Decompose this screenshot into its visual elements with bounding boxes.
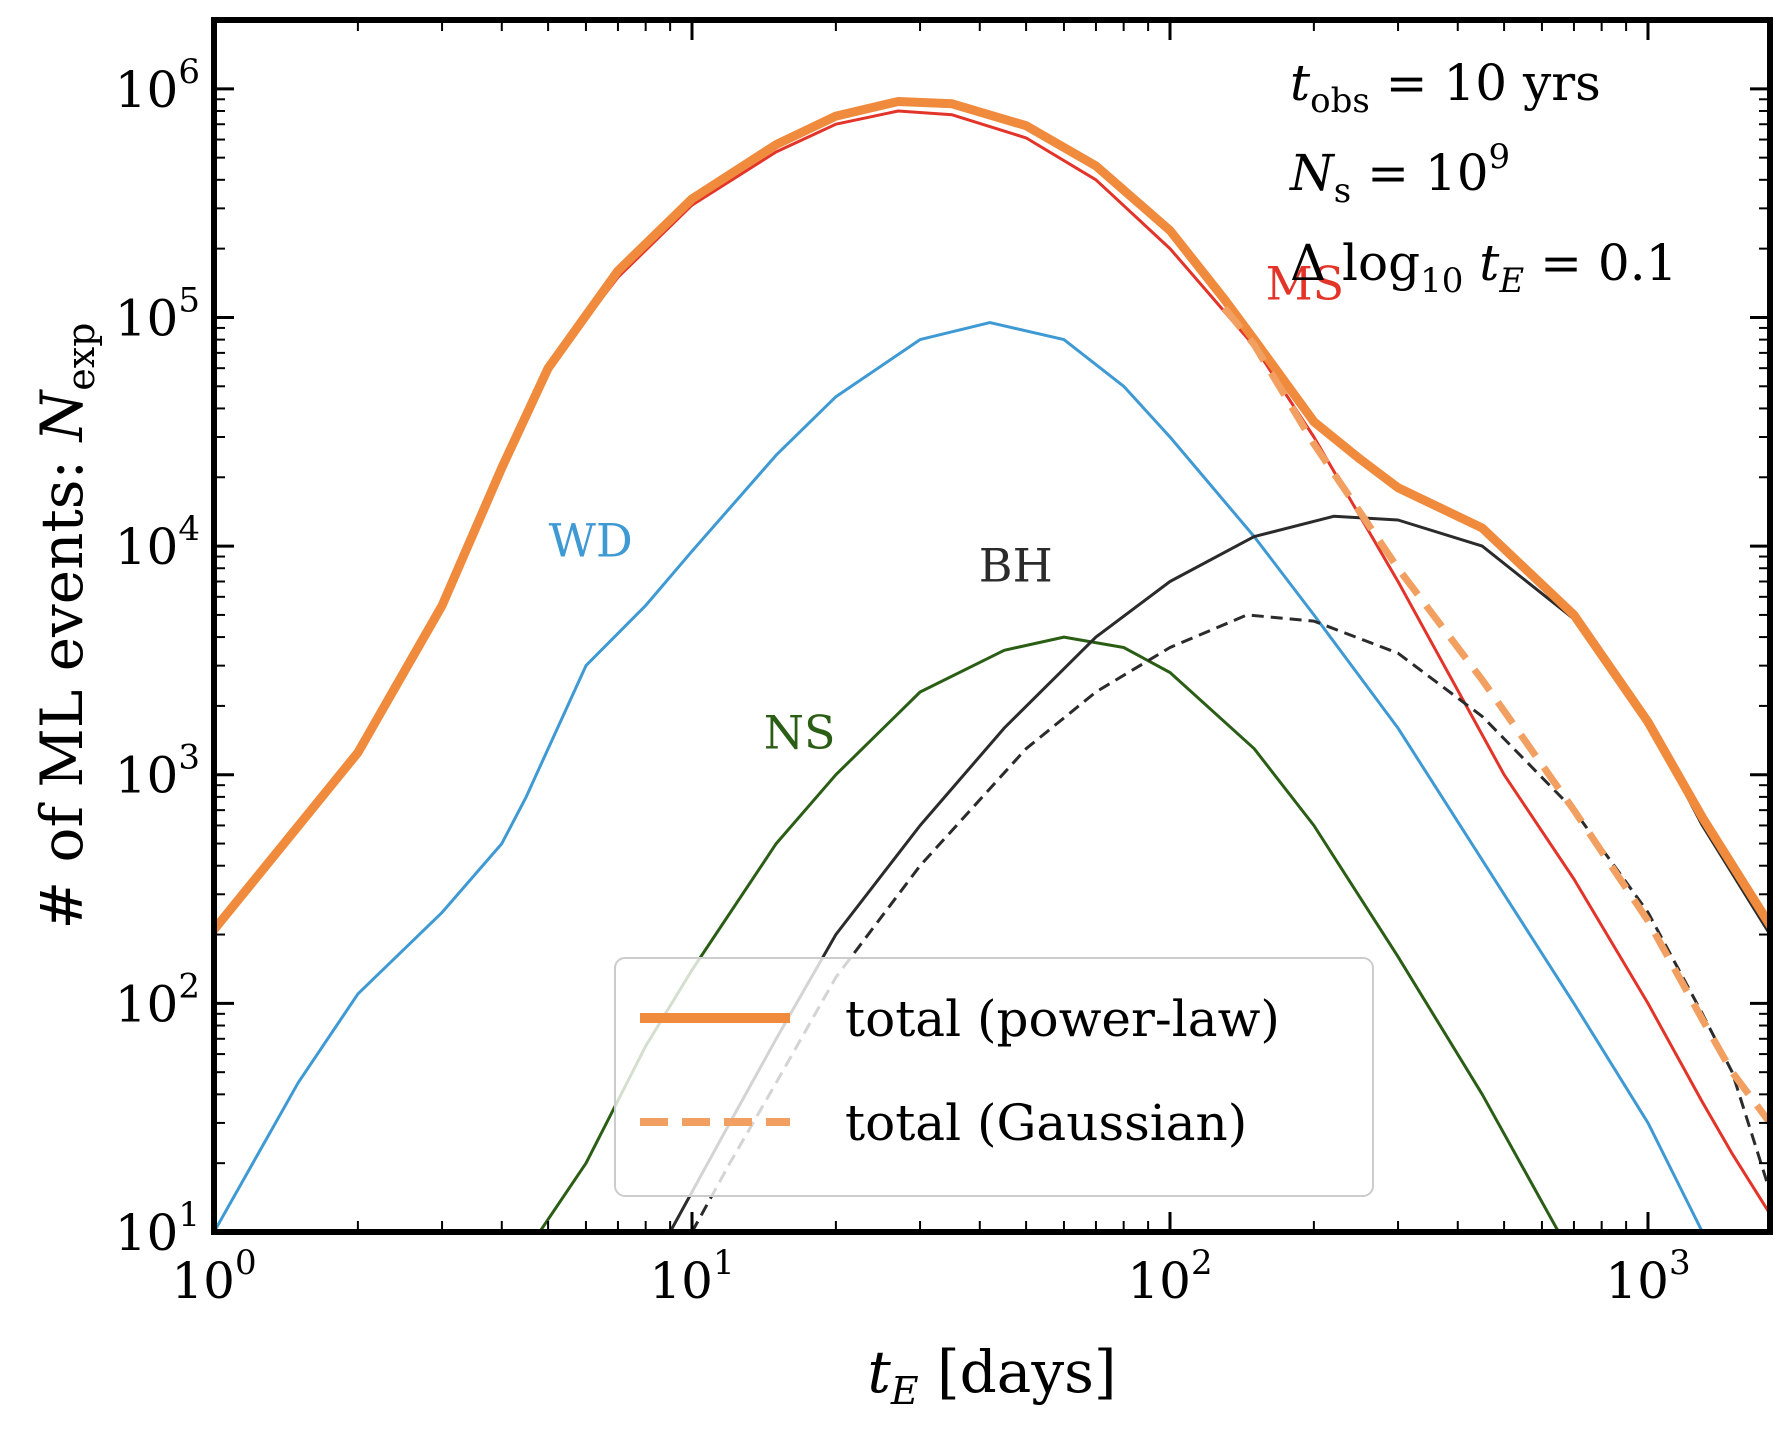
annotation-dlog: Δ log10 tE = 0.1 xyxy=(1290,234,1677,301)
y-tick-label: 102 xyxy=(115,966,200,1033)
series-label-ms: MS xyxy=(1266,256,1345,310)
series-label-bh: BH xyxy=(979,539,1053,593)
y-tick-label: 104 xyxy=(115,509,200,576)
legend-label-powerlaw: total (power-law) xyxy=(845,990,1280,1048)
x-tick-label: 102 xyxy=(1127,1243,1212,1310)
annotation-tobs: tobs = 10 yrs xyxy=(1290,54,1601,121)
annotation-ns: Ns = 109 xyxy=(1289,137,1510,211)
legend: total (power-law) total (Gaussian) xyxy=(614,957,1374,1197)
plot-frame xyxy=(211,17,1773,1235)
y-tick-label: 105 xyxy=(115,280,200,347)
x-tick-label: 103 xyxy=(1605,1243,1690,1310)
legend-box xyxy=(614,957,1374,1197)
y-axis-title: # of ML events: Nexp xyxy=(28,322,103,929)
x-axis-title: tE [days] xyxy=(868,1338,1117,1413)
legend-label-gaussian: total (Gaussian) xyxy=(845,1094,1247,1152)
series-line-extra-6 xyxy=(1221,305,1770,1125)
series-line-extra-5 xyxy=(214,97,1770,935)
series-label-ns: NS xyxy=(764,706,836,760)
x-tick-label: 101 xyxy=(649,1243,734,1310)
series-line-wd xyxy=(214,321,1704,1232)
y-tick-label: 103 xyxy=(115,738,200,805)
annotation-block: tobs = 10 yrs Ns = 109 Δ log10 tE = 0.1 xyxy=(1289,54,1677,301)
series-label-wd: WD xyxy=(549,514,633,568)
x-tick-label: 100 xyxy=(171,1243,256,1310)
y-tick-label: 101 xyxy=(115,1195,200,1262)
y-tick-label: 106 xyxy=(115,52,200,119)
